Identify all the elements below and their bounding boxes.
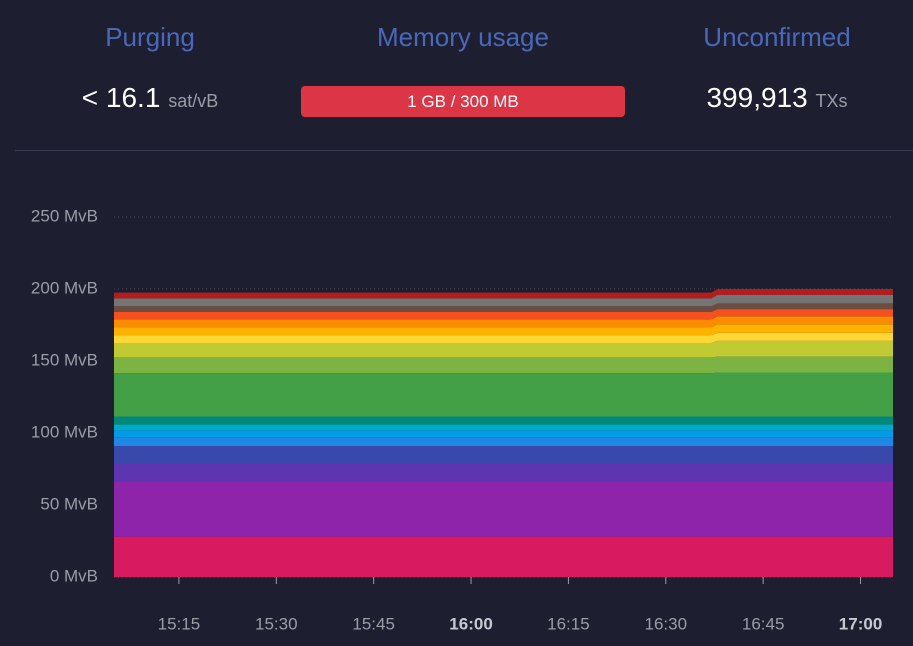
value: 399,913 [706, 82, 808, 113]
area-band [114, 463, 893, 482]
divider [15, 150, 913, 151]
area-band [114, 294, 893, 307]
x-tick-label: 15:15 [158, 614, 201, 633]
area-band [114, 445, 893, 464]
unit: sat/vB [168, 91, 219, 111]
x-tick-label: 16:00 [449, 614, 492, 633]
area-band [114, 303, 893, 313]
y-tick-label: 150 MvB [31, 350, 98, 369]
area-band [114, 309, 893, 320]
memory-bar: 1 GB / 300 MB [301, 86, 625, 117]
area-band [114, 316, 893, 328]
stat-title: Memory usage [377, 22, 549, 52]
stat-title: Unconfirmed [703, 22, 851, 52]
area-band [114, 340, 893, 358]
x-tick-label: 16:30 [645, 614, 688, 633]
unit: TXs [815, 91, 848, 111]
area-band [114, 430, 893, 438]
area-band [114, 289, 893, 299]
y-tick-label: 100 MvB [31, 422, 98, 441]
area-band [114, 372, 893, 417]
y-tick-label: 200 MvB [31, 278, 98, 297]
area-band [114, 536, 893, 577]
area-band [114, 332, 893, 343]
area-band [114, 324, 893, 336]
y-tick-label: 250 MvB [31, 206, 98, 225]
area-band [114, 481, 893, 537]
stat-value: < 16.1 sat/vB [0, 82, 300, 114]
stat-value: 399,913 TXs [627, 82, 913, 114]
area-band [114, 416, 893, 425]
area-band [114, 437, 893, 446]
area-band [114, 356, 893, 374]
y-tick-label: 0 MvB [50, 566, 98, 585]
x-tick-label: 15:30 [255, 614, 298, 633]
x-tick-label: 16:45 [742, 614, 785, 633]
x-tick-label: 17:00 [839, 614, 882, 633]
y-tick-label: 50 MvB [40, 494, 98, 513]
area-band [114, 424, 893, 431]
stat-title: Purging [105, 22, 195, 52]
x-tick-label: 15:45 [352, 614, 395, 633]
value: < 16.1 [81, 82, 161, 113]
x-tick-label: 16:15 [547, 614, 590, 633]
